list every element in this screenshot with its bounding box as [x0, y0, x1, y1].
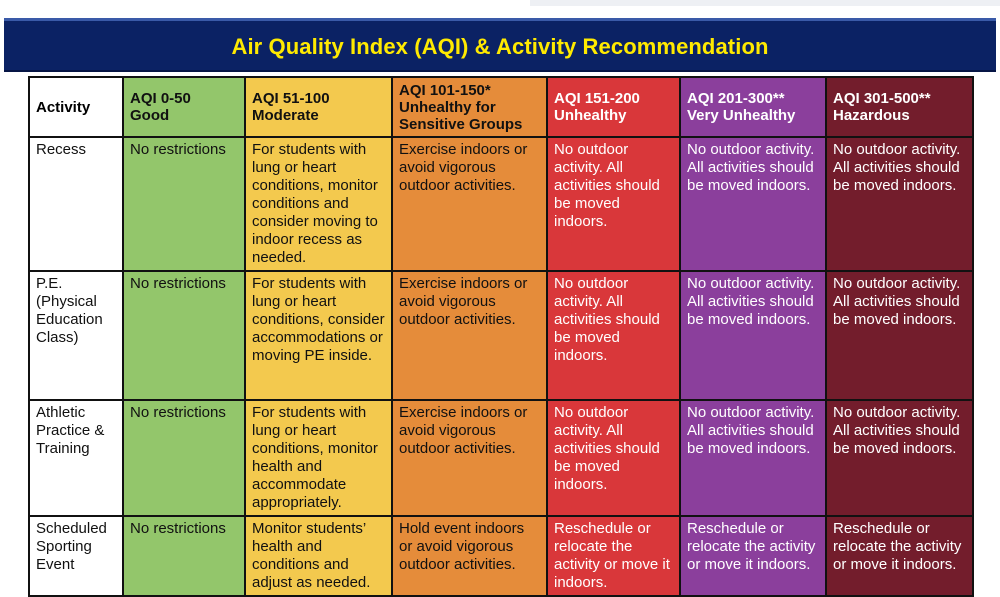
cell-sensitive-groups: Hold event indoors or avoid vigorous out…	[391, 515, 548, 597]
table-row: Athletic Practice & Training No restrict…	[28, 399, 974, 517]
cell-very-unhealthy: No outdoor activity. All activities shou…	[679, 136, 827, 272]
cell-hazardous: No outdoor activity. All activities shou…	[825, 270, 974, 401]
cell-moderate: For students with lung or heart conditio…	[244, 399, 393, 517]
top-edge-strip	[530, 0, 1000, 6]
cell-very-unhealthy: Reschedule or relocate the activity or m…	[679, 515, 827, 597]
cell-good: No restrictions	[122, 515, 246, 597]
header-activity: Activity	[28, 76, 124, 138]
cell-activity: Scheduled Sporting Event	[28, 515, 124, 597]
page-title: Air Quality Index (AQI) & Activity Recom…	[231, 33, 769, 59]
cell-unhealthy: No outdoor activity. All activities shou…	[546, 399, 681, 517]
cell-sensitive-groups: Exercise indoors or avoid vigorous outdo…	[391, 399, 548, 517]
cell-very-unhealthy: No outdoor activity. All activities shou…	[679, 399, 827, 517]
cell-unhealthy: No outdoor activity. All activities shou…	[546, 136, 681, 272]
cell-activity: P.E. (Physical Education Class)	[28, 270, 124, 401]
cell-sensitive-groups: Exercise indoors or avoid vigorous outdo…	[391, 136, 548, 272]
header-row: Activity AQI 0-50 Good AQI 51-100 Modera…	[28, 76, 974, 138]
header-aqi-unhealthy: AQI 151-200 Unhealthy	[546, 76, 681, 138]
header-aqi-moderate: AQI 51-100 Moderate	[244, 76, 393, 138]
cell-activity: Athletic Practice & Training	[28, 399, 124, 517]
table-row: Recess No restrictions For students with…	[28, 136, 974, 272]
cell-hazardous: No outdoor activity. All activities shou…	[825, 399, 974, 517]
cell-good: No restrictions	[122, 136, 246, 272]
cell-sensitive-groups: Exercise indoors or avoid vigorous outdo…	[391, 270, 548, 401]
cell-moderate: Monitor students’ health and conditions …	[244, 515, 393, 597]
cell-moderate: For students with lung or heart conditio…	[244, 270, 393, 401]
title-banner: Air Quality Index (AQI) & Activity Recom…	[4, 18, 996, 72]
header-aqi-very-unhealthy: AQI 201-300** Very Unhealthy	[679, 76, 827, 138]
header-aqi-good: AQI 0-50 Good	[122, 76, 246, 138]
cell-hazardous: No outdoor activity. All activities shou…	[825, 136, 974, 272]
cell-hazardous: Reschedule or relocate the activity or m…	[825, 515, 974, 597]
header-aqi-sensitive-groups: AQI 101-150* Unhealthy for Sensitive Gro…	[391, 76, 548, 138]
cell-good: No restrictions	[122, 270, 246, 401]
header-aqi-hazardous: AQI 301-500** Hazardous	[825, 76, 974, 138]
cell-unhealthy: Reschedule or relocate the activity or m…	[546, 515, 681, 597]
cell-activity: Recess	[28, 136, 124, 272]
table-row: Scheduled Sporting Event No restrictions…	[28, 515, 974, 597]
cell-very-unhealthy: No outdoor activity. All activities shou…	[679, 270, 827, 401]
cell-unhealthy: No outdoor activity. All activities shou…	[546, 270, 681, 401]
table-row: P.E. (Physical Education Class) No restr…	[28, 270, 974, 401]
cell-good: No restrictions	[122, 399, 246, 517]
aqi-activity-table: Activity AQI 0-50 Good AQI 51-100 Modera…	[28, 76, 974, 597]
cell-moderate: For students with lung or heart conditio…	[244, 136, 393, 272]
